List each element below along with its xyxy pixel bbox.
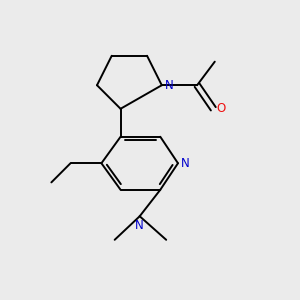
Text: O: O xyxy=(216,102,226,115)
Text: N: N xyxy=(135,219,144,232)
Text: N: N xyxy=(165,79,173,92)
Text: N: N xyxy=(181,157,190,170)
